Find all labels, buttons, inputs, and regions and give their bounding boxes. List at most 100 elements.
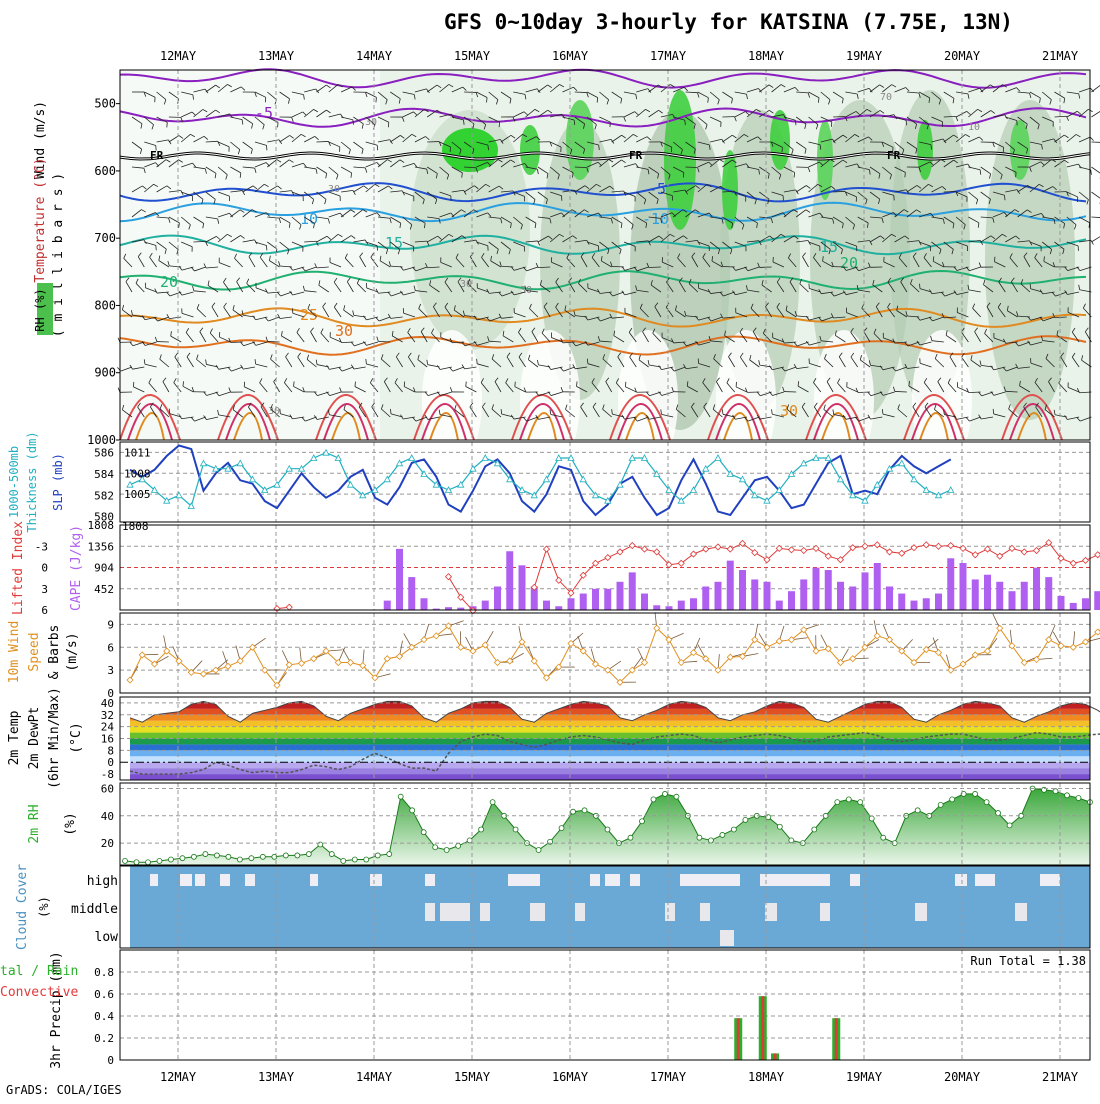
rh-marker	[226, 854, 231, 859]
rh-marker	[720, 832, 725, 837]
wind-tick-label: 9	[107, 618, 114, 631]
cape-bar	[898, 594, 905, 610]
rh-marker	[869, 816, 874, 821]
li-tick-label: 0	[41, 562, 48, 575]
cloud-high-block	[180, 874, 192, 886]
wind-barb	[895, 391, 907, 392]
rh-marker	[1076, 796, 1081, 801]
rh-marker	[858, 800, 863, 805]
lifted-index-marker	[286, 604, 292, 610]
rh-marker	[260, 854, 265, 859]
cape-bar	[1058, 596, 1065, 610]
rh-marker	[444, 847, 449, 852]
cape-tick-label: 1808	[88, 519, 115, 532]
rh-marker	[662, 791, 667, 796]
precip-convective-bar	[835, 1018, 838, 1060]
thickness-marker	[580, 476, 586, 482]
date-label-bottom: 19MAY	[846, 1070, 883, 1084]
rh-marker	[352, 857, 357, 862]
wind-barb	[1091, 217, 1100, 218]
wind-speed-marker	[764, 644, 770, 650]
temp-band	[120, 744, 1090, 750]
lifted-index-marker	[727, 546, 733, 552]
rh-marker	[364, 857, 369, 862]
wind-speed-marker	[507, 658, 513, 664]
cloud-mid-block	[575, 903, 585, 921]
rh-marker	[605, 827, 610, 832]
thickness-tick-label: 584	[94, 468, 114, 481]
cape-bar	[666, 606, 673, 610]
wind-speed-marker	[752, 637, 758, 643]
pressure-tick-label: 900	[94, 366, 116, 380]
cape-bar	[715, 582, 722, 610]
cloud-mid-block	[440, 903, 470, 921]
temp-band	[120, 727, 1090, 733]
wind-speed-marker	[286, 662, 292, 668]
rh-dry-area	[814, 330, 874, 470]
wind-barb-feather	[488, 145, 489, 150]
slp-tick-label: 1005	[124, 488, 151, 501]
cape-bar	[960, 563, 967, 610]
temp-band	[120, 715, 1090, 721]
temp-band	[120, 762, 1090, 768]
pressure-tick-label: 1000	[87, 433, 116, 447]
rh-marker	[846, 797, 851, 802]
cloud-high-block	[630, 874, 640, 886]
rh-marker	[1007, 823, 1012, 828]
rh-dry-area	[912, 330, 972, 470]
li-axis-label: Lifted Index	[11, 521, 26, 615]
thickness-marker	[348, 482, 354, 488]
cape-bar	[653, 605, 660, 610]
wind-barb-feather	[685, 120, 686, 125]
cape-bar	[678, 601, 685, 610]
wind-barb	[575, 92, 587, 93]
lifted-index-marker	[899, 550, 905, 556]
rh-shade-area	[985, 100, 1075, 420]
wind-barb	[1091, 192, 1100, 199]
wind-barb-feather	[993, 409, 994, 414]
rh-marker	[789, 838, 794, 843]
cape-bar	[1070, 603, 1077, 610]
lifted-index-marker	[629, 543, 635, 549]
wind-speed-marker	[470, 648, 476, 654]
rh-marker	[812, 827, 817, 832]
cloud-low-block	[720, 930, 734, 946]
temp-band	[120, 703, 1090, 709]
cape-bar	[1021, 582, 1028, 610]
rh-marker	[536, 847, 541, 852]
cape-bar	[947, 558, 954, 610]
thickness-marker	[936, 492, 942, 498]
temp-band	[120, 768, 1090, 774]
date-label-bottom: 18MAY	[748, 1070, 785, 1084]
date-label-top: 18MAY	[748, 49, 785, 63]
temp-axis-label: 2m Temp	[7, 710, 22, 765]
temp-tick-label: 40	[101, 697, 114, 710]
cloud-row-label: high	[87, 874, 118, 889]
cape-bar	[813, 568, 820, 610]
precip-panel	[120, 950, 1090, 1060]
temperature-axis-label: Temperature (°C)	[33, 157, 48, 282]
rh-marker	[697, 835, 702, 840]
wind-barb-feather	[466, 382, 467, 387]
wind-barb-feather	[683, 173, 684, 178]
cape-bar	[604, 589, 611, 610]
rh-marker	[168, 857, 173, 862]
cloud-high-block	[508, 874, 520, 886]
rh-marker	[421, 830, 426, 835]
cape-bar	[849, 586, 856, 610]
cape-bar	[911, 601, 918, 610]
thickness-tick-label: 582	[94, 489, 114, 502]
cape-bar	[1045, 577, 1052, 610]
cape-bar	[555, 606, 562, 610]
lifted-index-marker	[1070, 560, 1076, 566]
wind-speed-marker	[776, 638, 782, 644]
temp-axis-label: (6hr Min/Max)	[47, 687, 62, 789]
cloud-high-block	[370, 874, 382, 886]
rh-tick-label: 40	[101, 810, 114, 823]
rh-dry-area	[716, 330, 776, 470]
rh-marker	[410, 808, 415, 813]
date-label-top: 15MAY	[454, 49, 491, 63]
lifted-index-marker	[997, 553, 1003, 559]
rh-marker	[651, 797, 656, 802]
li-tick-label: -3	[35, 540, 48, 553]
